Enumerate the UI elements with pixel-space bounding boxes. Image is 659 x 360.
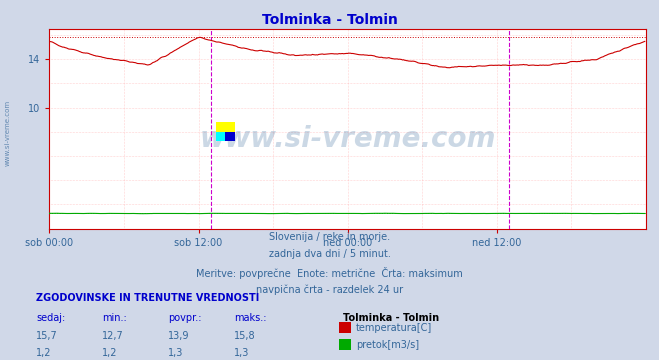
- Bar: [216, 122, 235, 141]
- Text: povpr.:: povpr.:: [168, 313, 202, 323]
- Text: 1,3: 1,3: [234, 348, 249, 359]
- Text: temperatura[C]: temperatura[C]: [356, 323, 432, 333]
- Text: maks.:: maks.:: [234, 313, 266, 323]
- Text: 1,2: 1,2: [36, 348, 52, 359]
- Text: min.:: min.:: [102, 313, 127, 323]
- Text: 1,3: 1,3: [168, 348, 183, 359]
- Text: 12,7: 12,7: [102, 331, 124, 341]
- Text: zadnja dva dni / 5 minut.: zadnja dva dni / 5 minut.: [269, 249, 390, 260]
- Text: Slovenija / reke in morje.: Slovenija / reke in morje.: [269, 232, 390, 242]
- Text: 13,9: 13,9: [168, 331, 190, 341]
- Text: ZGODOVINSKE IN TRENUTNE VREDNOSTI: ZGODOVINSKE IN TRENUTNE VREDNOSTI: [36, 293, 260, 303]
- Text: www.si-vreme.com: www.si-vreme.com: [5, 100, 11, 166]
- Text: 15,8: 15,8: [234, 331, 256, 341]
- Text: www.si-vreme.com: www.si-vreme.com: [200, 125, 496, 153]
- Bar: [216, 132, 225, 141]
- Text: Meritve: povprečne  Enote: metrične  Črta: maksimum: Meritve: povprečne Enote: metrične Črta:…: [196, 267, 463, 279]
- Text: sedaj:: sedaj:: [36, 313, 65, 323]
- Text: navpična črta - razdelek 24 ur: navpična črta - razdelek 24 ur: [256, 284, 403, 294]
- Text: pretok[m3/s]: pretok[m3/s]: [356, 340, 419, 350]
- Text: 1,2: 1,2: [102, 348, 118, 359]
- Bar: [225, 132, 235, 141]
- Text: 15,7: 15,7: [36, 331, 58, 341]
- Text: Tolminka - Tolmin: Tolminka - Tolmin: [343, 313, 439, 323]
- Text: Tolminka - Tolmin: Tolminka - Tolmin: [262, 13, 397, 27]
